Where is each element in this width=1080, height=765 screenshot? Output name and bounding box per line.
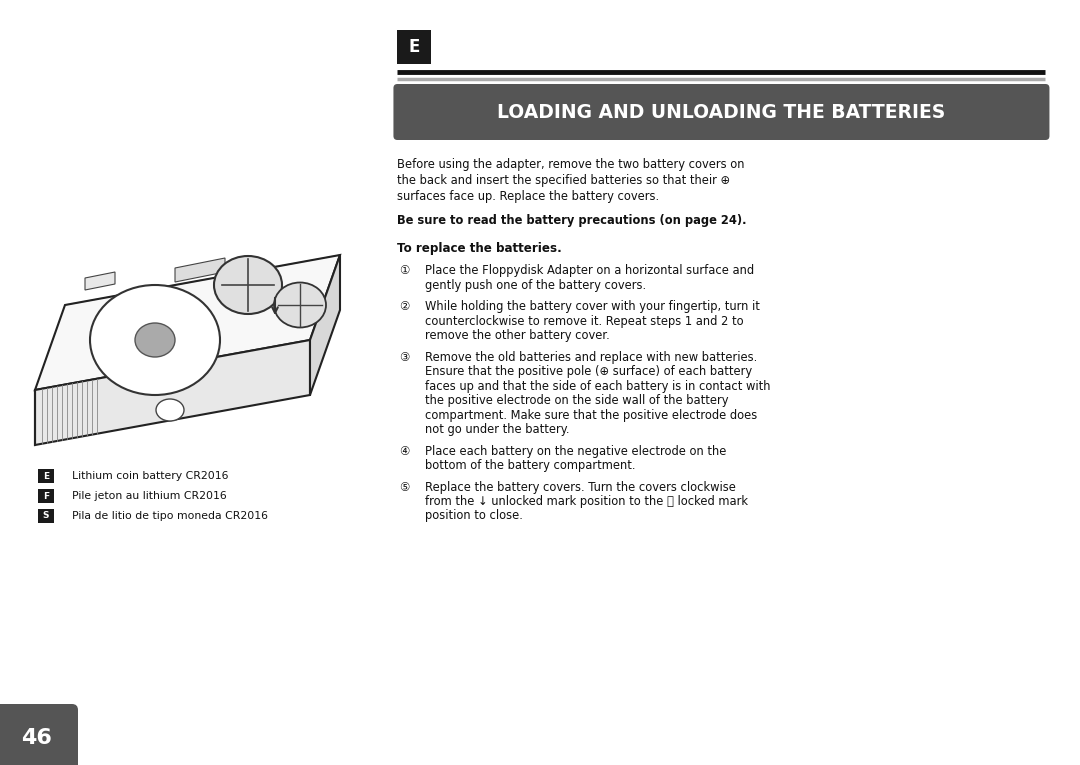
Ellipse shape (135, 323, 175, 357)
Text: bottom of the battery compartment.: bottom of the battery compartment. (426, 459, 636, 472)
Ellipse shape (90, 285, 220, 395)
Text: ⑤: ⑤ (400, 480, 409, 493)
Polygon shape (310, 255, 340, 395)
FancyBboxPatch shape (393, 84, 1050, 140)
Text: counterclockwise to remove it. Repeat steps 1 and 2 to: counterclockwise to remove it. Repeat st… (426, 314, 744, 327)
Text: Remove the old batteries and replace with new batteries.: Remove the old batteries and replace wit… (426, 350, 758, 363)
Text: position to close.: position to close. (426, 509, 524, 522)
Bar (38, 489, 54, 503)
Text: Be sure to read the battery precautions (on page 24).: Be sure to read the battery precautions … (397, 214, 747, 227)
Bar (38, 469, 54, 483)
Ellipse shape (214, 256, 282, 314)
Text: Pila de litio de tipo moneda CR2016: Pila de litio de tipo moneda CR2016 (72, 511, 268, 521)
Text: compartment. Make sure that the positive electrode does: compartment. Make sure that the positive… (426, 409, 758, 422)
Text: E: E (408, 38, 420, 56)
Text: ①: ① (400, 264, 409, 277)
Text: Replace the battery covers. Turn the covers clockwise: Replace the battery covers. Turn the cov… (426, 480, 737, 493)
Text: the positive electrode on the side wall of the battery: the positive electrode on the side wall … (426, 394, 729, 407)
Ellipse shape (156, 399, 184, 421)
Text: To replace the batteries.: To replace the batteries. (397, 242, 563, 255)
Text: the back and insert the specified batteries so that their ⊕: the back and insert the specified batter… (397, 174, 730, 187)
Polygon shape (85, 272, 114, 290)
Text: from the ↓ unlocked mark position to the 🔒 locked mark: from the ↓ unlocked mark position to the… (426, 495, 748, 508)
Text: Place the Floppydisk Adapter on a horizontal surface and: Place the Floppydisk Adapter on a horizo… (426, 264, 755, 277)
Text: remove the other battery cover.: remove the other battery cover. (426, 329, 610, 342)
Text: While holding the battery cover with your fingertip, turn it: While holding the battery cover with you… (426, 300, 760, 313)
Bar (38, 509, 54, 523)
Text: Lithium coin battery CR2016: Lithium coin battery CR2016 (72, 471, 229, 481)
Text: Place each battery on the negative electrode on the: Place each battery on the negative elect… (426, 444, 727, 457)
Bar (397, 30, 431, 64)
Text: gently push one of the battery covers.: gently push one of the battery covers. (426, 278, 647, 291)
Text: Pile jeton au lithium CR2016: Pile jeton au lithium CR2016 (72, 491, 227, 501)
Text: Before using the adapter, remove the two battery covers on: Before using the adapter, remove the two… (397, 158, 745, 171)
Polygon shape (35, 340, 310, 445)
Text: ②: ② (400, 300, 409, 313)
Text: F: F (43, 491, 49, 500)
Text: Ensure that the positive pole (⊕ surface) of each battery: Ensure that the positive pole (⊕ surface… (426, 365, 753, 378)
Text: 46: 46 (21, 728, 52, 747)
Text: E: E (43, 471, 49, 480)
Polygon shape (175, 258, 225, 282)
Text: surfaces face up. Replace the battery covers.: surfaces face up. Replace the battery co… (397, 190, 660, 203)
Text: not go under the battery.: not go under the battery. (426, 423, 570, 436)
Ellipse shape (274, 282, 326, 327)
Text: LOADING AND UNLOADING THE BATTERIES: LOADING AND UNLOADING THE BATTERIES (497, 103, 946, 122)
Text: S: S (43, 512, 50, 520)
Text: ④: ④ (400, 444, 409, 457)
FancyBboxPatch shape (0, 704, 78, 765)
Text: faces up and that the side of each battery is in contact with: faces up and that the side of each batte… (426, 379, 771, 392)
Polygon shape (35, 255, 340, 390)
Text: ③: ③ (400, 350, 409, 363)
